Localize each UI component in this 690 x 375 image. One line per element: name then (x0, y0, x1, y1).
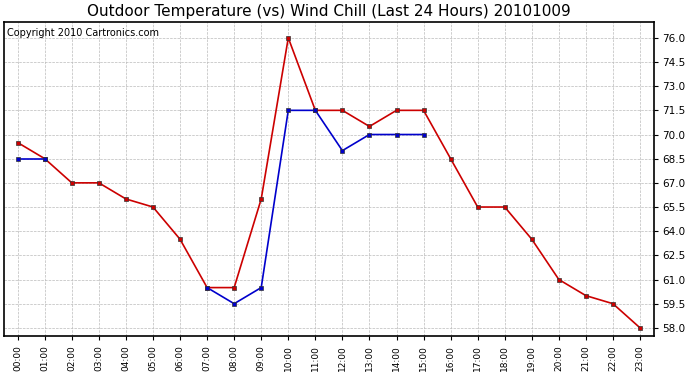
Text: Copyright 2010 Cartronics.com: Copyright 2010 Cartronics.com (8, 28, 159, 38)
Title: Outdoor Temperature (vs) Wind Chill (Last 24 Hours) 20101009: Outdoor Temperature (vs) Wind Chill (Las… (87, 4, 571, 19)
